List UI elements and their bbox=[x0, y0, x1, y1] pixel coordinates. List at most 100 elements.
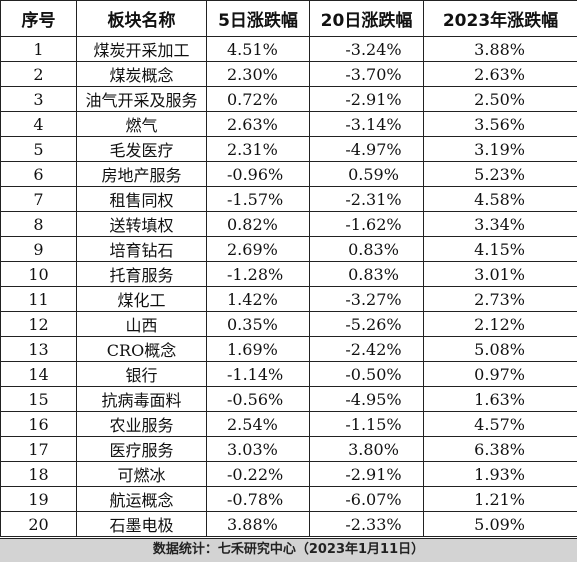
change-2023-cell: 2.73% bbox=[423, 286, 577, 312]
change-5day-cell: -0.22% bbox=[206, 461, 310, 487]
change-2023-cell: 0.97% bbox=[423, 361, 577, 387]
row-index-cell: 15 bbox=[0, 386, 77, 412]
table-row: 3 油气开采及服务 0.72% -2.91% 2.50% bbox=[0, 86, 577, 112]
sector-name-cell: 煤炭开采加工 bbox=[76, 36, 207, 62]
change-2023-cell: 2.12% bbox=[423, 311, 577, 337]
change-20day-cell: -2.91% bbox=[309, 86, 424, 112]
table-row: 11 煤化工 1.42% -3.27% 2.73% bbox=[0, 286, 577, 312]
table-row: 6 房地产服务 -0.96% 0.59% 5.23% bbox=[0, 161, 577, 187]
change-2023-cell: 5.09% bbox=[423, 511, 577, 537]
change-2023-cell: 3.88% bbox=[423, 36, 577, 62]
sector-name-cell: 培育钻石 bbox=[76, 236, 207, 262]
change-20day-cell: -1.62% bbox=[309, 211, 424, 237]
change-2023-cell: 3.34% bbox=[423, 211, 577, 237]
change-20day-cell: -5.26% bbox=[309, 311, 424, 337]
table-row: 14 银行 -1.14% -0.50% 0.97% bbox=[0, 361, 577, 387]
table-row: 18 可燃冰 -0.22% -2.91% 1.93% bbox=[0, 461, 577, 487]
change-5day-cell: -0.78% bbox=[206, 486, 310, 512]
change-5day-cell: 2.30% bbox=[206, 61, 310, 87]
change-5day-cell: -1.14% bbox=[206, 361, 310, 387]
sector-name-cell: 银行 bbox=[76, 361, 207, 387]
sector-name-cell: 房地产服务 bbox=[76, 161, 207, 187]
sector-name-cell: 可燃冰 bbox=[76, 461, 207, 487]
change-5day-cell: 4.51% bbox=[206, 36, 310, 62]
change-2023-cell: 3.19% bbox=[423, 136, 577, 162]
change-20day-cell: -1.15% bbox=[309, 411, 424, 437]
row-index-cell: 8 bbox=[0, 211, 77, 237]
change-5day-cell: -0.96% bbox=[206, 161, 310, 187]
change-20day-cell: -6.07% bbox=[309, 486, 424, 512]
sector-name-cell: 送转填权 bbox=[76, 211, 207, 237]
row-index-cell: 14 bbox=[0, 361, 77, 387]
table-row: 8 送转填权 0.82% -1.62% 3.34% bbox=[0, 211, 577, 237]
row-index-cell: 18 bbox=[0, 461, 77, 487]
change-5day-cell: 0.82% bbox=[206, 211, 310, 237]
row-index-cell: 10 bbox=[0, 261, 77, 287]
table-body: 1 煤炭开采加工 4.51% -3.24% 3.88% 2 煤炭概念 2.30% -3.70% 2… bbox=[0, 36, 577, 537]
change-2023-cell: 1.63% bbox=[423, 386, 577, 412]
change-20day-cell: -2.31% bbox=[309, 186, 424, 212]
change-5day-cell: 3.88% bbox=[206, 511, 310, 537]
change-20day-cell: 3.80% bbox=[309, 436, 424, 462]
change-5day-cell: 1.42% bbox=[206, 286, 310, 312]
row-index-cell: 13 bbox=[0, 336, 77, 362]
row-index-cell: 16 bbox=[0, 411, 77, 437]
table-row: 15 抗病毒面料 -0.56% -4.95% 1.63% bbox=[0, 386, 577, 412]
change-20day-cell: -2.42% bbox=[309, 336, 424, 362]
change-5day-cell: 3.03% bbox=[206, 436, 310, 462]
table-row: 4 燃气 2.63% -3.14% 3.56% bbox=[0, 111, 577, 137]
table-row: 13 CRO概念 1.69% -2.42% 5.08% bbox=[0, 336, 577, 362]
sector-name-cell: 燃气 bbox=[76, 111, 207, 137]
table-row: 9 培育钻石 2.69% 0.83% 4.15% bbox=[0, 236, 577, 262]
sector-name-cell: 油气开采及服务 bbox=[76, 86, 207, 112]
change-20day-cell: 0.83% bbox=[309, 236, 424, 262]
row-index-cell: 5 bbox=[0, 136, 77, 162]
header-sector-name: 板块名称 bbox=[76, 0, 207, 37]
change-5day-cell: 0.35% bbox=[206, 311, 310, 337]
row-index-cell: 11 bbox=[0, 286, 77, 312]
sector-name-cell: 煤化工 bbox=[76, 286, 207, 312]
row-index-cell: 9 bbox=[0, 236, 77, 262]
sector-name-cell: 毛发医疗 bbox=[76, 136, 207, 162]
sector-name-cell: 航运概念 bbox=[76, 486, 207, 512]
change-2023-cell: 3.56% bbox=[423, 111, 577, 137]
change-20day-cell: 0.83% bbox=[309, 261, 424, 287]
change-5day-cell: 2.69% bbox=[206, 236, 310, 262]
change-5day-cell: 0.72% bbox=[206, 86, 310, 112]
change-2023-cell: 4.15% bbox=[423, 236, 577, 262]
table-row: 1 煤炭开采加工 4.51% -3.24% 3.88% bbox=[0, 36, 577, 62]
row-index-cell: 1 bbox=[0, 36, 77, 62]
change-20day-cell: -3.24% bbox=[309, 36, 424, 62]
change-2023-cell: 2.63% bbox=[423, 61, 577, 87]
sector-performance-table: 序号 板块名称 5日涨跌幅 20日涨跌幅 2023年涨跌幅 1 煤炭开采加工 4.5… bbox=[0, 0, 577, 537]
sector-name-cell: 租售同权 bbox=[76, 186, 207, 212]
sector-name-cell: CRO概念 bbox=[76, 336, 207, 362]
row-index-cell: 4 bbox=[0, 111, 77, 137]
change-20day-cell: -4.97% bbox=[309, 136, 424, 162]
change-2023-cell: 4.58% bbox=[423, 186, 577, 212]
change-20day-cell: -4.95% bbox=[309, 386, 424, 412]
change-20day-cell: -3.70% bbox=[309, 61, 424, 87]
change-5day-cell: 2.31% bbox=[206, 136, 310, 162]
table-row: 17 医疗服务 3.03% 3.80% 6.38% bbox=[0, 436, 577, 462]
header-index: 序号 bbox=[0, 0, 77, 37]
table-row: 19 航运概念 -0.78% -6.07% 1.21% bbox=[0, 486, 577, 512]
table-row: 5 毛发医疗 2.31% -4.97% 3.19% bbox=[0, 136, 577, 162]
change-5day-cell: -0.56% bbox=[206, 386, 310, 412]
row-index-cell: 19 bbox=[0, 486, 77, 512]
sector-name-cell: 农业服务 bbox=[76, 411, 207, 437]
change-2023-cell: 1.21% bbox=[423, 486, 577, 512]
change-20day-cell: -0.50% bbox=[309, 361, 424, 387]
sector-name-cell: 托育服务 bbox=[76, 261, 207, 287]
sector-name-cell: 医疗服务 bbox=[76, 436, 207, 462]
change-2023-cell: 2.50% bbox=[423, 86, 577, 112]
change-20day-cell: -3.14% bbox=[309, 111, 424, 137]
change-5day-cell: 2.63% bbox=[206, 111, 310, 137]
sector-name-cell: 石墨电极 bbox=[76, 511, 207, 537]
change-5day-cell: 2.54% bbox=[206, 411, 310, 437]
change-5day-cell: -1.28% bbox=[206, 261, 310, 287]
header-5day-change: 5日涨跌幅 bbox=[206, 0, 310, 37]
row-index-cell: 6 bbox=[0, 161, 77, 187]
row-index-cell: 17 bbox=[0, 436, 77, 462]
